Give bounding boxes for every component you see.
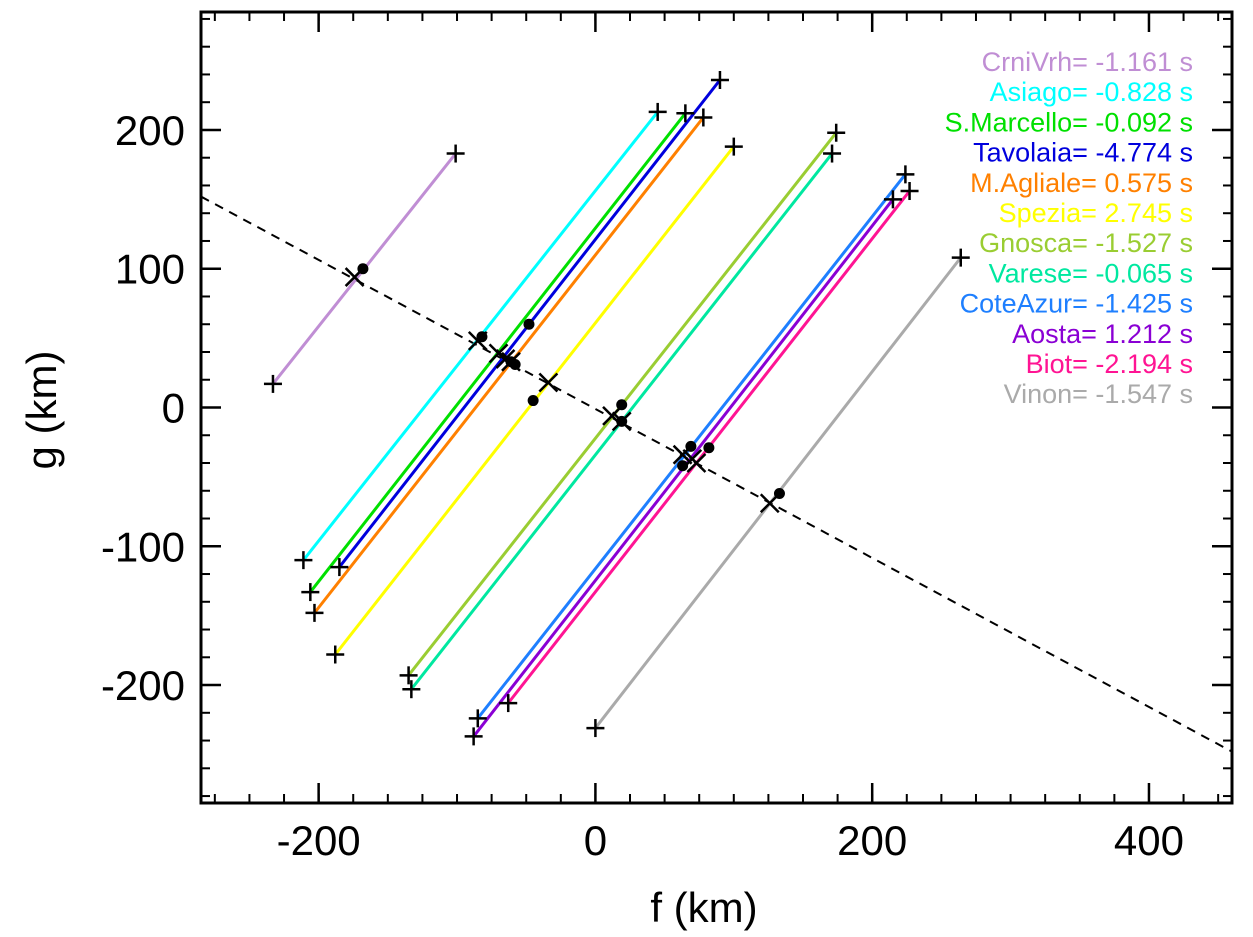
legend-entry-varese: Varese= -0.065 s [989, 258, 1193, 288]
end-marker-vinon [951, 248, 970, 267]
start-marker-biot [499, 694, 518, 713]
x-tick-label: 400 [1114, 817, 1184, 864]
minor-ticks [201, 12, 1232, 803]
x-tick-label: 200 [837, 817, 907, 864]
dot-marker-magliale [505, 356, 517, 368]
dot-marker-biot [703, 442, 715, 454]
markers [263, 70, 970, 746]
end-marker-biot [900, 182, 919, 201]
dot-marker-smarcello [523, 318, 535, 330]
legend-entry-gnosca: Gnosca= -1.527 s [979, 228, 1193, 258]
legend-entry-biot: Biot= -2.194 s [1026, 349, 1193, 379]
dot-marker-spezia [527, 395, 539, 407]
legend-entry-coteazur: CoteAzur= -1.425 s [960, 289, 1193, 319]
x-tick-label: -200 [277, 817, 361, 864]
legend-entry-spezia: Spezia= 2.745 s [999, 198, 1193, 228]
dot-marker-varese [616, 415, 628, 427]
end-marker-magliale [694, 108, 713, 127]
dot-marker-coteazur [677, 460, 689, 472]
end-marker-spezia [724, 137, 743, 156]
y-tick-label: -100 [101, 523, 185, 570]
y-tick-labels: -200 -100 0 100 200 [101, 107, 185, 709]
end-marker-varese [823, 144, 842, 163]
dot-marker-gnosca [616, 399, 628, 411]
start-marker-vinon [586, 719, 605, 738]
end-marker-aosta [883, 190, 902, 209]
dot-marker-crnivrh [357, 263, 369, 275]
start-marker-smarcello [301, 583, 320, 602]
start-marker-spezia [326, 645, 345, 664]
major-ticks [201, 12, 1232, 803]
dot-marker-vinon [773, 488, 785, 500]
x-axis-label: f (km) [650, 884, 757, 931]
legend-entry-aosta: Aosta= 1.212 s [1012, 319, 1193, 349]
end-marker-asiago [648, 102, 667, 121]
x-tick-label: 0 [584, 817, 607, 864]
dashed-line-group [200, 195, 1233, 753]
y-tick-label: 0 [162, 385, 185, 432]
legend-entry-asiago: Asiago= -0.828 s [990, 77, 1193, 107]
end-marker-smarcello [676, 104, 695, 123]
dot-marker-asiago [476, 331, 488, 343]
dot-marker-aosta [685, 440, 697, 452]
end-marker-crnivrh [446, 144, 465, 163]
start-marker-asiago [294, 551, 313, 570]
cross-marker-biot [686, 453, 707, 473]
cross-marker-gnosca-b [602, 405, 622, 426]
start-marker-coteazur [468, 709, 487, 728]
cross-marker-biot-b [686, 453, 707, 473]
start-marker-varese [402, 680, 421, 699]
start-marker-crnivrh [263, 374, 282, 393]
y-tick-label: 100 [115, 246, 185, 293]
cross-marker-spezia-b [538, 372, 559, 393]
legend-entry-vinon: Vinon= -1.547 s [1004, 379, 1193, 409]
start-marker-magliale [305, 603, 324, 622]
y-tick-label: -200 [101, 662, 185, 709]
y-tick-label: 200 [115, 107, 185, 154]
end-marker-coteazur [896, 165, 915, 184]
start-marker-gnosca [399, 666, 418, 685]
legend-entry-smarcello: S.Marcello= -0.092 s [945, 107, 1193, 137]
dashed-reference-line [200, 195, 1233, 753]
y-axis-label: g (km) [18, 351, 65, 470]
end-marker-tavolaia [710, 70, 729, 89]
cross-marker-tavolaia-b [495, 349, 516, 369]
x-tick-labels: -200 0 200 400 [277, 817, 1184, 864]
end-marker-gnosca [827, 123, 846, 142]
legend-entry-tavolaia: Tavolaia= -4.774 s [973, 138, 1193, 168]
series-lines [271, 79, 962, 738]
start-marker-tavolaia [330, 558, 349, 577]
cross-marker-spezia [538, 372, 559, 393]
legend-entry-magliale: M.Agliale= 0.575 s [970, 168, 1193, 198]
legend-entry-crnivrh: CrniVrh= -1.161 s [982, 47, 1193, 77]
start-marker-aosta [464, 727, 483, 746]
